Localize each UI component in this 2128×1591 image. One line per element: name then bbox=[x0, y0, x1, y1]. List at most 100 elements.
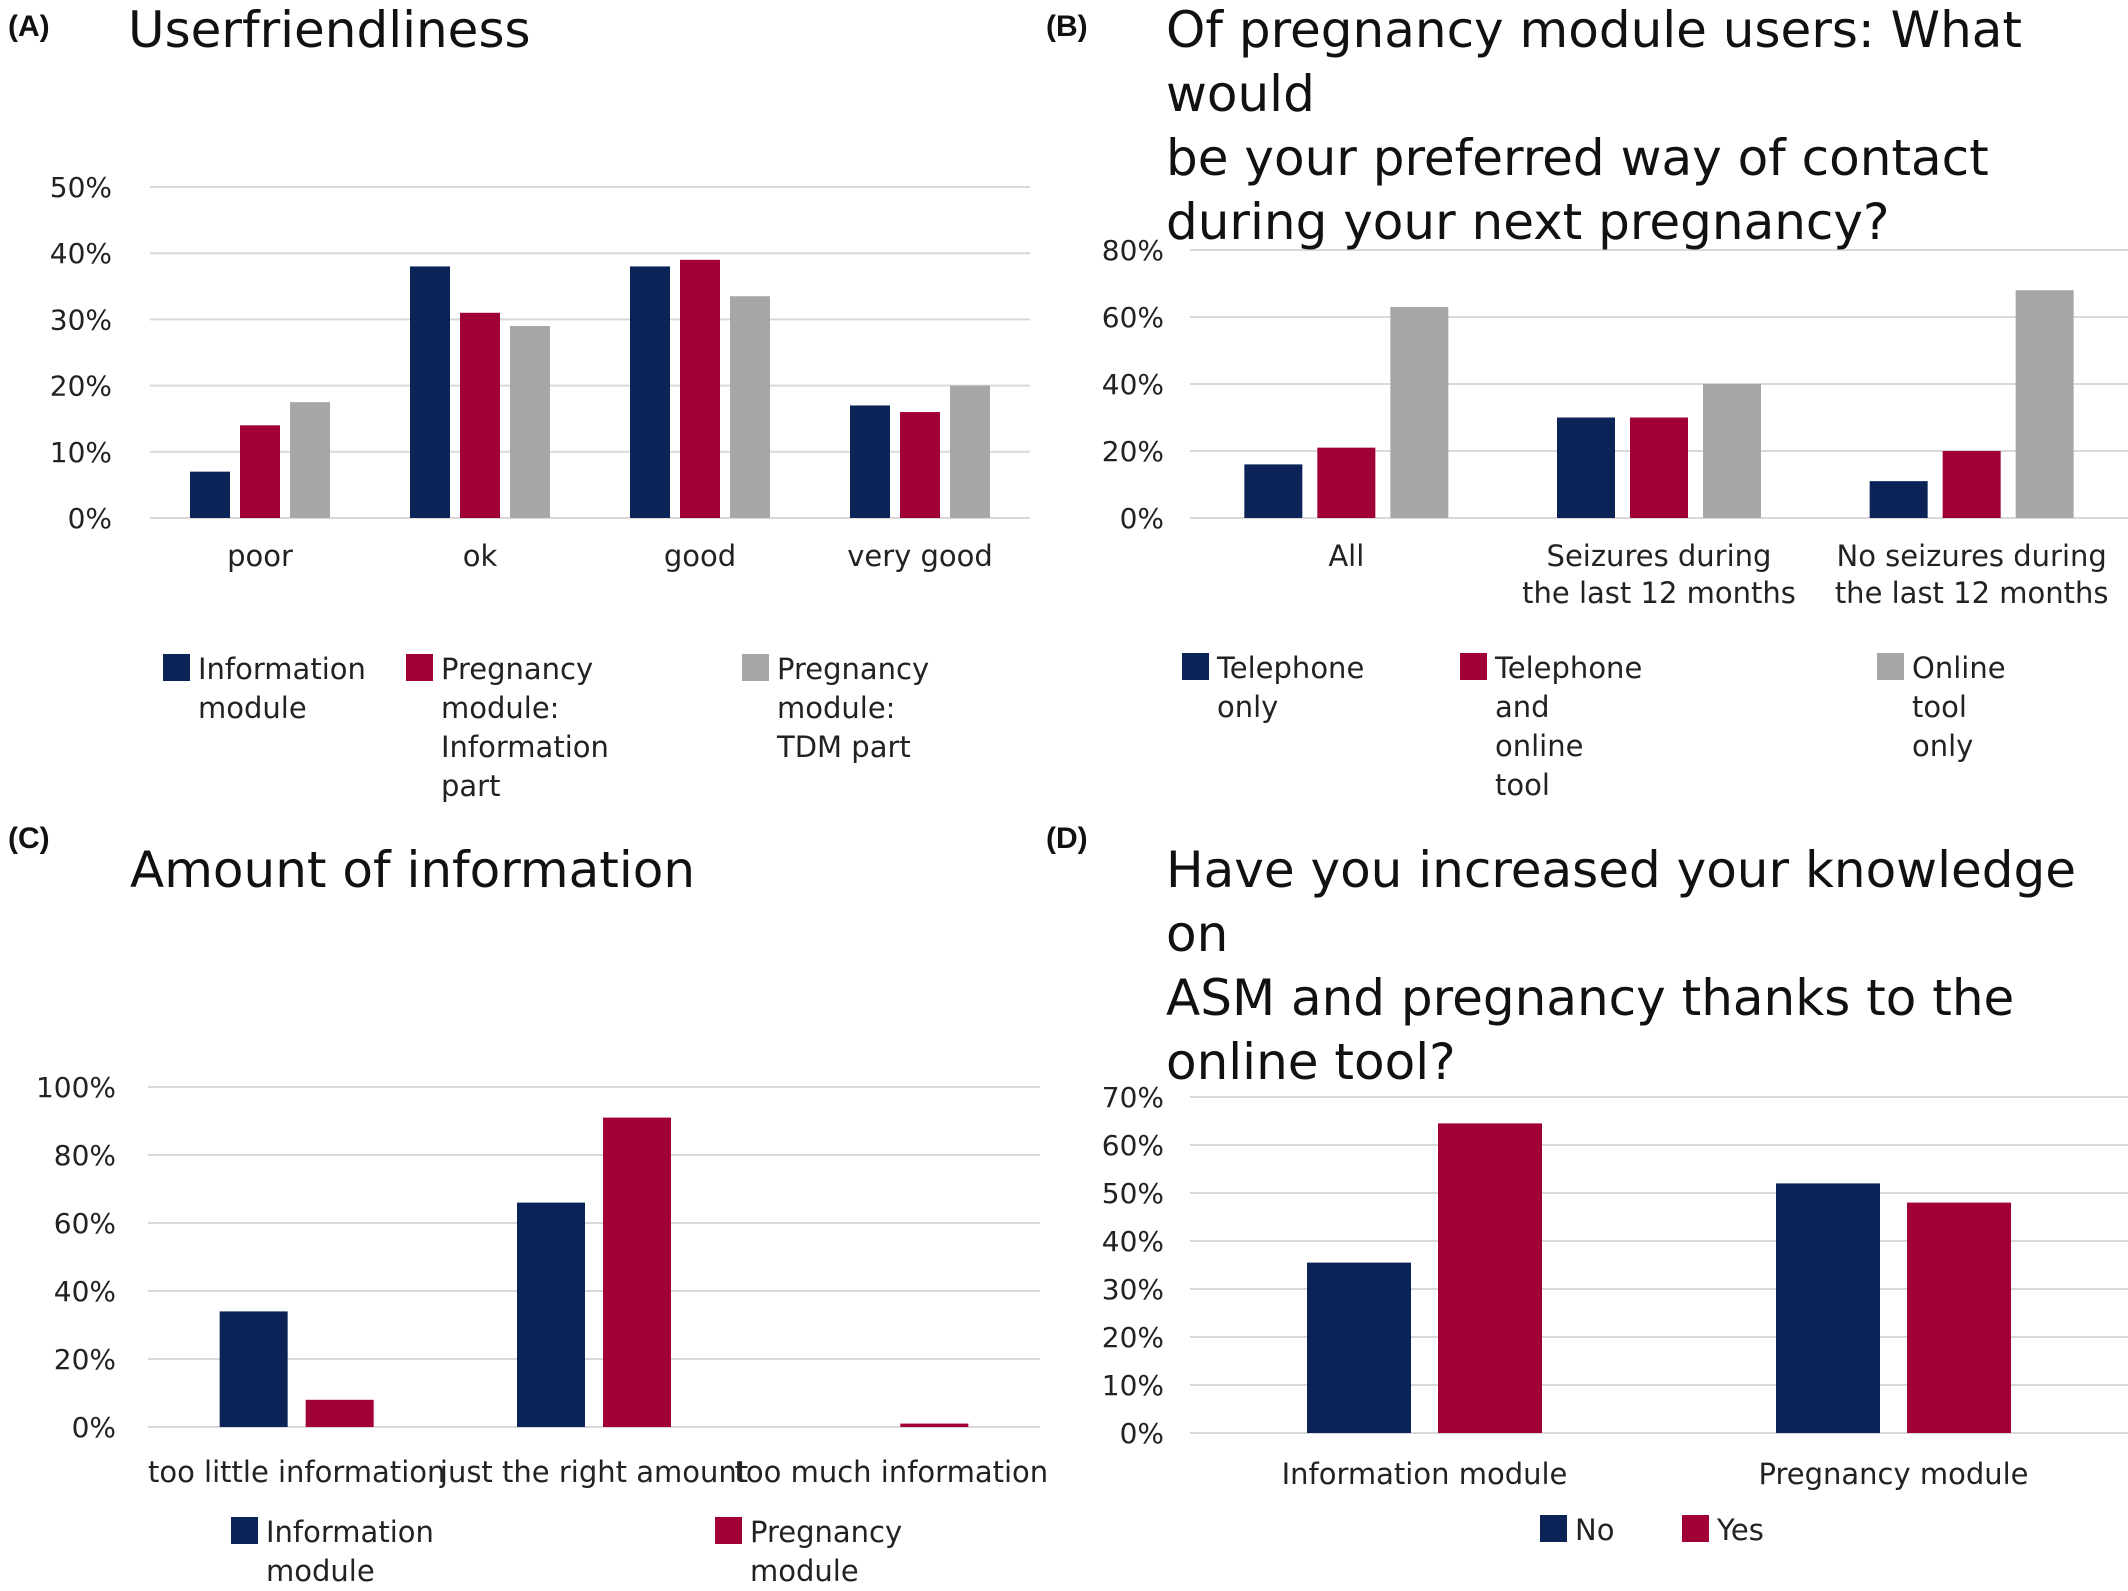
bar bbox=[1438, 1123, 1542, 1433]
x-tick-label-line: the last 12 months bbox=[1522, 576, 1796, 610]
y-tick-label: 30% bbox=[1102, 1273, 1164, 1306]
x-tick-label-line: Seizures during bbox=[1547, 539, 1772, 573]
legend-swatch bbox=[231, 1517, 258, 1544]
y-tick-label: 70% bbox=[1102, 1081, 1164, 1114]
legend-label: Information module bbox=[266, 1515, 434, 1588]
x-tick-label: No seizures during the last 12 months bbox=[1835, 539, 2109, 610]
panel-a-title: Userfriendliness bbox=[128, 1, 531, 59]
legend-a-item-0: Information module bbox=[163, 650, 366, 728]
y-tick-label: 80% bbox=[1102, 234, 1164, 267]
bar bbox=[1942, 451, 2001, 518]
x-tick-label-line: All bbox=[1328, 539, 1364, 573]
bar bbox=[190, 471, 230, 518]
y-tick-label: 60% bbox=[1102, 1129, 1164, 1162]
x-tick-label: poor bbox=[227, 539, 293, 573]
panel-c-label: (C) bbox=[8, 822, 50, 855]
y-tick-label: 0% bbox=[72, 1411, 116, 1444]
chart-a: 0% 10% 20% 30% 40% 50% poor ok good very good 0% 20… bbox=[36, 171, 2128, 1491]
legend-label: Telephone only bbox=[1217, 651, 1365, 724]
y-tick-label: 60% bbox=[54, 1207, 116, 1240]
y-tick-label: 10% bbox=[50, 436, 112, 469]
legend-swatch bbox=[163, 654, 190, 681]
panel-c-title: Amount of information bbox=[130, 841, 696, 899]
x-tick-label: Information module bbox=[1282, 1457, 1568, 1491]
legend-label: Yes bbox=[1717, 1513, 1764, 1547]
bar bbox=[680, 259, 720, 518]
x-tick-label: too little information bbox=[148, 1455, 445, 1489]
legend-a-item-2: Pregnancy module: TDM part bbox=[742, 650, 929, 767]
y-tick-label: 20% bbox=[50, 370, 112, 403]
y-tick-label: 0% bbox=[68, 502, 112, 535]
panel-b-title: Of pregnancy module users: What would be… bbox=[1166, 1, 2023, 251]
x-tick-label-line: poor bbox=[227, 539, 293, 573]
bar bbox=[460, 312, 500, 518]
bar bbox=[603, 1117, 671, 1427]
bar bbox=[900, 1423, 969, 1427]
bar bbox=[1244, 464, 1303, 518]
x-tick-label: just the right amount bbox=[439, 1455, 748, 1489]
legend-c-item-1: Pregnancy module bbox=[715, 1513, 902, 1591]
bar bbox=[2015, 290, 2074, 518]
legend-swatch bbox=[1682, 1515, 1709, 1542]
y-tick-label: 20% bbox=[54, 1343, 116, 1376]
bar bbox=[1869, 481, 1928, 518]
x-tick-label-line: Pregnancy module bbox=[1758, 1457, 2028, 1491]
bar bbox=[1703, 384, 1761, 518]
y-tick-label: 40% bbox=[1102, 368, 1164, 401]
y-tick-label: 50% bbox=[1102, 1177, 1164, 1210]
bar bbox=[1557, 417, 1615, 518]
legend-label: Online tool only bbox=[1912, 651, 2006, 763]
legend-d-item-0: No bbox=[1540, 1511, 1614, 1550]
panel-a-label: (A) bbox=[8, 10, 50, 43]
bar bbox=[1630, 417, 1688, 518]
bar bbox=[510, 326, 550, 518]
x-tick-label: Seizures during the last 12 months bbox=[1522, 539, 1796, 610]
legend-swatch bbox=[1460, 653, 1487, 680]
bar bbox=[219, 1311, 288, 1427]
y-tick-label: 20% bbox=[1102, 1321, 1164, 1354]
x-tick-label: All bbox=[1328, 539, 1364, 573]
x-tick-label-line: just the right amount bbox=[439, 1455, 748, 1489]
x-tick-label: ok bbox=[463, 539, 498, 573]
legend-swatch bbox=[406, 654, 433, 681]
legend-swatch bbox=[1877, 653, 1904, 680]
x-tick-label-line: Information module bbox=[1282, 1457, 1568, 1491]
bar bbox=[1390, 306, 1449, 518]
bar bbox=[1317, 447, 1376, 518]
y-tick-label: 20% bbox=[1102, 435, 1164, 468]
bar bbox=[240, 425, 280, 518]
y-tick-label: 80% bbox=[54, 1139, 116, 1172]
y-tick-label: 40% bbox=[50, 237, 112, 270]
y-tick-label: 0% bbox=[1120, 1417, 1164, 1450]
y-tick-label: 30% bbox=[50, 303, 112, 336]
legend-swatch bbox=[1182, 653, 1209, 680]
bar bbox=[305, 1399, 374, 1427]
y-tick-label: 40% bbox=[1102, 1225, 1164, 1258]
legend-d-item-1: Yes bbox=[1682, 1511, 1764, 1550]
bar bbox=[1907, 1202, 2011, 1433]
x-tick-label-line: good bbox=[664, 539, 736, 573]
y-tick-label: 100% bbox=[36, 1071, 116, 1104]
x-tick-label-line: No seizures during bbox=[1837, 539, 2107, 573]
x-tick-label: very good bbox=[847, 539, 993, 573]
bar bbox=[900, 412, 940, 518]
bar bbox=[630, 266, 670, 518]
bar bbox=[850, 405, 890, 518]
bar bbox=[517, 1202, 585, 1427]
legend-b-item-0: Telephone only bbox=[1182, 649, 1364, 727]
y-tick-label: 10% bbox=[1102, 1369, 1164, 1402]
x-tick-label-line: ok bbox=[463, 539, 498, 573]
x-tick-label-line: very good bbox=[847, 539, 993, 573]
panel-b-label: (B) bbox=[1046, 10, 1088, 43]
panel-d-label: (D) bbox=[1046, 822, 1088, 855]
legend-label: Information module bbox=[198, 652, 366, 725]
legend-swatch bbox=[715, 1517, 742, 1544]
legend-label: Telephone and online tool bbox=[1495, 651, 1643, 802]
y-tick-label: 60% bbox=[1102, 301, 1164, 334]
y-tick-label: 50% bbox=[50, 171, 112, 204]
bar bbox=[730, 296, 770, 518]
legend-swatch bbox=[1540, 1515, 1567, 1542]
bar bbox=[1776, 1183, 1880, 1433]
x-tick-label: Pregnancy module bbox=[1758, 1457, 2028, 1491]
legend-b-item-2: Online tool only bbox=[1877, 649, 2006, 766]
